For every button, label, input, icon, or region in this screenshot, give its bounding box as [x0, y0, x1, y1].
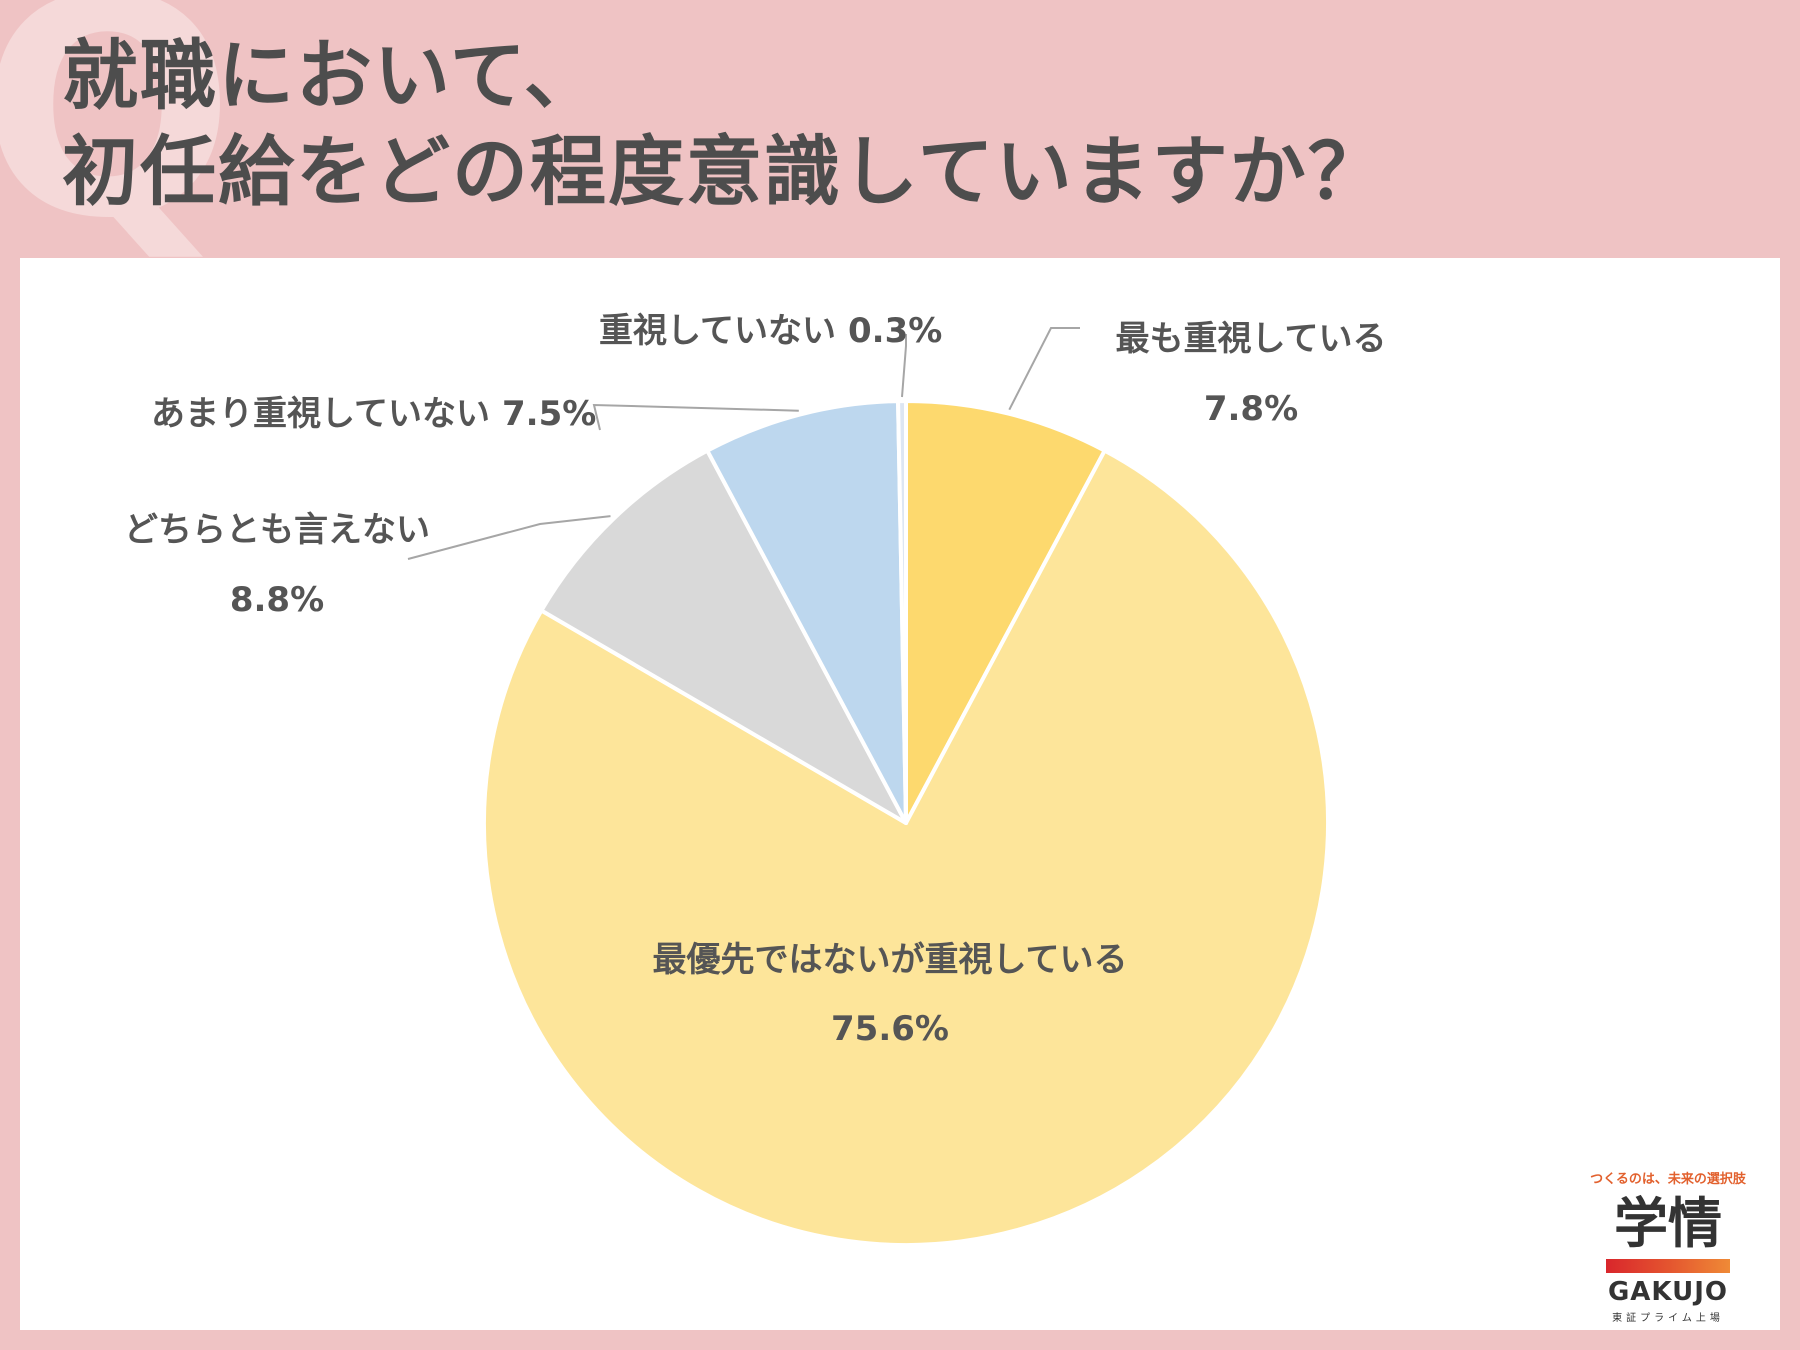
- slice-label-4: あまり重視していない: [151, 394, 490, 434]
- logo-name-en: GAKUJO: [1607, 1277, 1729, 1307]
- slice-label-1: 最も重視している: [1116, 319, 1387, 359]
- pie-chart: 最も重視している 7.8% 最優先ではないが重視している 75.6% どちらとも…: [124, 311, 1387, 1247]
- leader-line-1: [1008, 327, 1080, 411]
- gakujo-logo: つくるのは、未来の選択肢 学情 GAKUJO 東証プライム上場: [1588, 1168, 1748, 1324]
- title-line-2: 初任給をどの程度意識していますか？: [62, 127, 1386, 216]
- leader-line-4: [592, 403, 799, 431]
- leader-line-5: [901, 334, 907, 398]
- leader-lines: [407, 327, 1080, 560]
- chart-panel: 最も重視している 7.8% 最優先ではないが重視している 75.6% どちらとも…: [20, 258, 1780, 1330]
- logo-name-jp: 学情: [1614, 1192, 1722, 1255]
- logo-sub: 東証プライム上場: [1612, 1313, 1724, 1324]
- pie-slice-1: [904, 399, 1107, 825]
- logo-bar: [1606, 1259, 1730, 1273]
- logo-tagline: つくるのは、未来の選択肢: [1590, 1172, 1746, 1187]
- slice-label-3: どちらとも言えない: [124, 510, 430, 550]
- pie-slice-4: [705, 399, 908, 825]
- slice-value-5: 0.3%: [848, 311, 942, 351]
- q-watermark: Q: [0, 0, 236, 284]
- slice-label-2: 最優先ではないが重視している: [653, 940, 1128, 980]
- pie-slice-3: [539, 448, 908, 825]
- page-title: 就職において、 初任給をどの程度意識していますか？: [62, 28, 1386, 220]
- pie-slice-5: [896, 398, 908, 825]
- slice-value-3: 8.8%: [230, 580, 324, 620]
- leader-line-3: [407, 515, 611, 560]
- pie-slice-2: [482, 448, 1330, 1247]
- slice-value-1: 7.8%: [1204, 389, 1298, 429]
- slice-value-4: 7.5%: [502, 394, 596, 434]
- title-line-1: 就職において、: [62, 31, 602, 120]
- slice-value-2: 75.6%: [831, 1009, 949, 1049]
- pie-slices: [482, 398, 1330, 1247]
- slice-label-5: 重視していない: [599, 311, 836, 351]
